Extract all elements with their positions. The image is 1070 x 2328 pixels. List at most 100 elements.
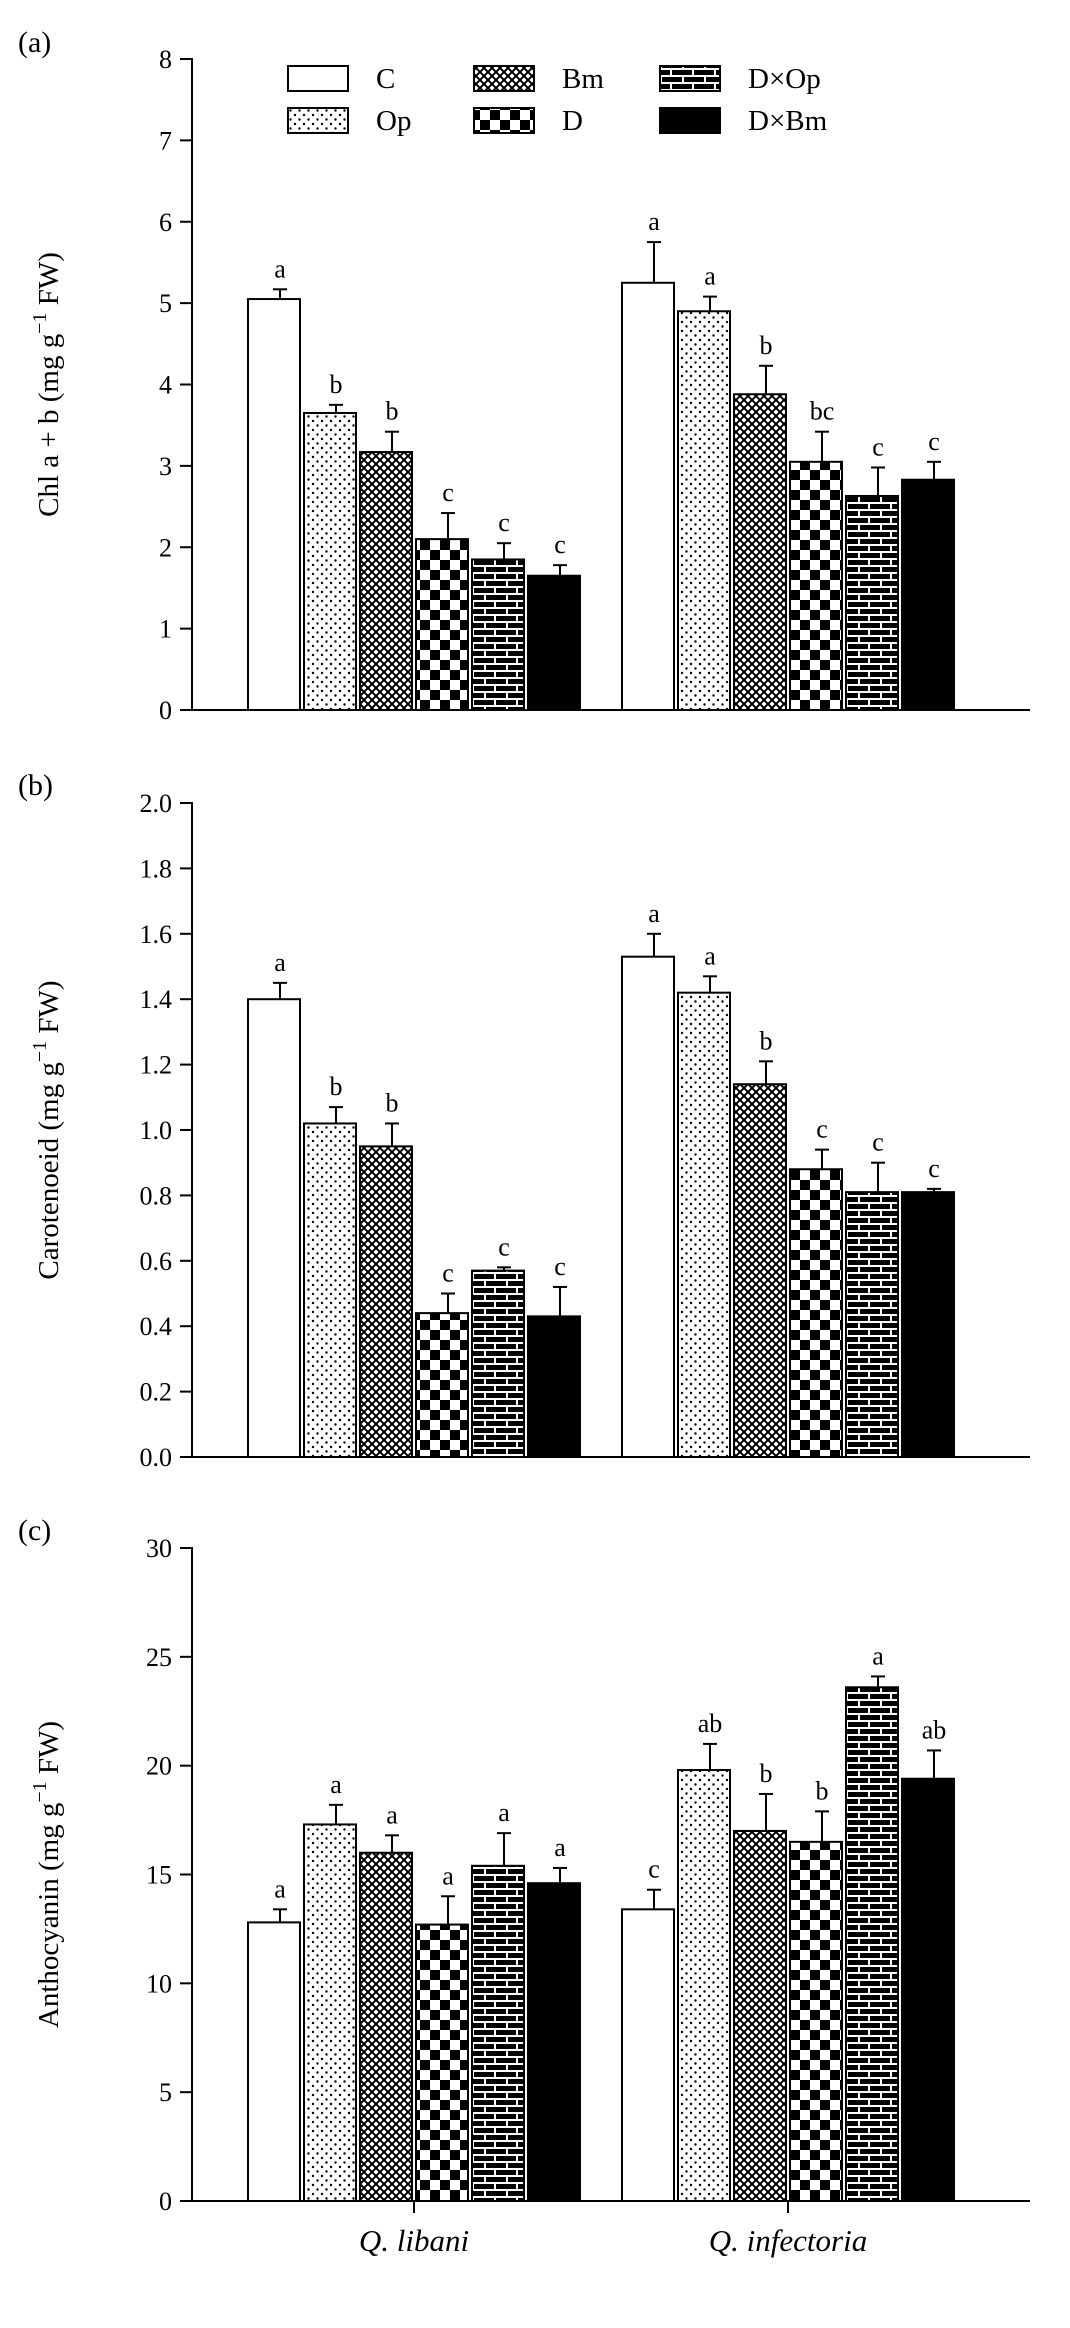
legend-swatch bbox=[473, 107, 535, 134]
significance-letter: bc bbox=[810, 397, 835, 426]
bar bbox=[415, 538, 469, 711]
y-tick-label: 0.2 bbox=[140, 1378, 173, 1407]
bar bbox=[527, 1882, 581, 2202]
significance-letter: a bbox=[330, 1770, 342, 1799]
legend-label: Op bbox=[376, 105, 411, 137]
legend-swatch bbox=[659, 65, 721, 92]
legend-swatch bbox=[287, 65, 349, 92]
y-tick-label: 25 bbox=[146, 1643, 172, 1672]
bar bbox=[845, 1191, 899, 1458]
y-tick-label: 0.6 bbox=[140, 1247, 173, 1276]
significance-letter: b bbox=[816, 1776, 829, 1805]
y-tick-label: 5 bbox=[159, 289, 172, 318]
significance-letter: c bbox=[442, 478, 454, 507]
legend-label: D×Bm bbox=[748, 105, 828, 137]
legend-label: C bbox=[376, 63, 395, 95]
y-tick-label: 0 bbox=[159, 696, 172, 725]
y-tick-label: 7 bbox=[159, 126, 172, 155]
bar bbox=[733, 1083, 787, 1458]
y-tick-label: 2.0 bbox=[140, 789, 173, 818]
bar bbox=[845, 1686, 899, 2202]
bar bbox=[733, 393, 787, 711]
bar bbox=[359, 1851, 413, 2202]
bar bbox=[527, 574, 581, 712]
y-tick-label: 0.4 bbox=[140, 1312, 173, 1341]
significance-letter: a bbox=[442, 1861, 454, 1890]
significance-letter: b bbox=[386, 1088, 399, 1117]
y-tick-label: 0 bbox=[159, 2187, 172, 2216]
significance-letter: c bbox=[554, 1252, 566, 1281]
y-axis-title: Chl a + b (mg g−1 FW) bbox=[29, 252, 65, 517]
legend-label: D×Op bbox=[748, 63, 821, 95]
y-tick-label: 1.8 bbox=[140, 854, 173, 883]
y-tick-label: 0.0 bbox=[140, 1443, 173, 1472]
y-tick-label: 6 bbox=[159, 208, 172, 237]
significance-letter: a bbox=[554, 1833, 566, 1862]
bar bbox=[789, 1840, 843, 2202]
legend-swatch bbox=[287, 107, 349, 134]
panel-tag: (c) bbox=[18, 1514, 51, 1547]
y-tick-label: 3 bbox=[159, 452, 172, 481]
bar bbox=[303, 1823, 357, 2202]
significance-letter: c bbox=[498, 1232, 510, 1261]
bar bbox=[359, 451, 413, 711]
significance-letter: a bbox=[498, 1798, 510, 1827]
significance-letter: c bbox=[872, 1128, 884, 1157]
bar bbox=[789, 1168, 843, 1458]
significance-letter: ab bbox=[698, 1709, 723, 1738]
legend-swatch bbox=[659, 107, 721, 134]
bar bbox=[621, 1908, 675, 2202]
bar bbox=[247, 298, 301, 711]
significance-letter: c bbox=[816, 1115, 828, 1144]
bar bbox=[677, 991, 731, 1458]
bar bbox=[471, 558, 525, 711]
y-tick-label: 0.8 bbox=[140, 1181, 173, 1210]
significance-letter: a bbox=[386, 1800, 398, 1829]
bar bbox=[471, 1269, 525, 1458]
legend-label: Bm bbox=[562, 63, 604, 95]
category-axis-labels: Q. libani Q. infectoria bbox=[359, 2201, 867, 2258]
bar bbox=[527, 1315, 581, 1459]
significance-letter: a bbox=[648, 207, 660, 236]
significance-letter: b bbox=[386, 397, 399, 426]
legend-item-C: C bbox=[287, 63, 395, 95]
significance-letter: c bbox=[498, 508, 510, 537]
legend: C Op Bm D D×Op D×Bm bbox=[287, 63, 828, 137]
significance-letter: b bbox=[760, 1026, 773, 1055]
panel-tag: (a) bbox=[18, 26, 51, 59]
bar bbox=[901, 478, 955, 711]
bar bbox=[677, 1769, 731, 2203]
bar bbox=[247, 998, 301, 1458]
bar bbox=[789, 460, 843, 711]
y-tick-label: 15 bbox=[146, 1861, 172, 1890]
panel-tag: (b) bbox=[18, 769, 53, 802]
bar bbox=[621, 281, 675, 711]
y-axis-title: Anthocyanin (mg g−1 FW) bbox=[29, 1721, 65, 2028]
y-tick-label: 5 bbox=[159, 2078, 172, 2107]
y-tick-label: 20 bbox=[146, 1752, 172, 1781]
chart-panel-3: (c) 0 5 10 15 20 25 30 Anthocyanin (mg g−1 FW) a c… bbox=[18, 1514, 1030, 2216]
bar bbox=[247, 1921, 301, 2203]
significance-letter: a bbox=[274, 948, 286, 977]
significance-letter: c bbox=[872, 433, 884, 462]
significance-letter: a bbox=[704, 262, 716, 291]
significance-letter: c bbox=[442, 1259, 454, 1288]
chart-panel-2: (b) 0.0 0.2 0.4 0.6 0.8 1.0 1.2 1.4 1.6 1.8 2.0 Caro… bbox=[18, 769, 1030, 1472]
bar bbox=[901, 1777, 955, 2203]
bar bbox=[733, 1829, 787, 2202]
y-axis-title: Carotenoeid (mg g−1 FW) bbox=[29, 980, 65, 1279]
significance-letter: c bbox=[928, 1154, 940, 1183]
y-tick-label: 1.6 bbox=[140, 920, 173, 949]
significance-letter: b bbox=[330, 370, 343, 399]
y-tick-label: 30 bbox=[146, 1534, 172, 1563]
y-tick-label: 8 bbox=[159, 45, 172, 74]
bar bbox=[845, 494, 899, 712]
bar bbox=[415, 1312, 469, 1458]
bar bbox=[415, 1923, 469, 2203]
y-tick-label: 1 bbox=[159, 615, 172, 644]
legend-item-Bm: Bm bbox=[473, 63, 604, 95]
significance-letter: b bbox=[760, 1759, 773, 1788]
bar bbox=[677, 310, 731, 711]
